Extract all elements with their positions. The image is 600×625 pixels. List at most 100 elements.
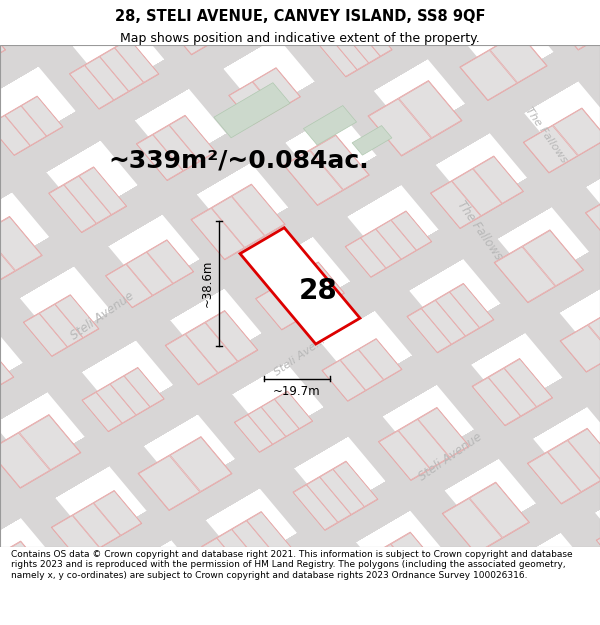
Polygon shape [0, 559, 23, 612]
Polygon shape [67, 0, 600, 601]
Polygon shape [303, 589, 350, 625]
Polygon shape [341, 350, 383, 390]
Polygon shape [52, 516, 99, 559]
Polygon shape [0, 0, 600, 418]
Polygon shape [523, 108, 600, 173]
Polygon shape [101, 298, 600, 625]
Polygon shape [0, 76, 600, 565]
Polygon shape [155, 0, 600, 549]
Polygon shape [101, 298, 600, 625]
Polygon shape [37, 0, 80, 19]
Polygon shape [40, 224, 600, 625]
Polygon shape [511, 562, 584, 622]
Polygon shape [0, 2, 600, 491]
Polygon shape [472, 358, 553, 426]
Polygon shape [40, 224, 600, 625]
Polygon shape [232, 521, 277, 566]
Polygon shape [115, 39, 158, 82]
Polygon shape [262, 399, 299, 436]
Polygon shape [40, 224, 600, 625]
Polygon shape [68, 622, 106, 625]
Polygon shape [0, 414, 81, 488]
Polygon shape [0, 0, 600, 418]
Polygon shape [0, 0, 540, 343]
Polygon shape [0, 20, 5, 66]
Polygon shape [0, 150, 600, 625]
Polygon shape [253, 68, 300, 110]
Polygon shape [49, 167, 127, 232]
Polygon shape [391, 532, 443, 583]
Polygon shape [251, 0, 295, 4]
Polygon shape [443, 499, 502, 553]
Polygon shape [70, 66, 113, 109]
Polygon shape [40, 224, 600, 625]
Polygon shape [0, 76, 600, 565]
Polygon shape [528, 452, 581, 503]
Polygon shape [0, 150, 600, 625]
Polygon shape [0, 76, 600, 565]
Polygon shape [548, 0, 600, 49]
Polygon shape [0, 0, 600, 418]
Polygon shape [304, 106, 356, 145]
Polygon shape [524, 126, 577, 173]
Polygon shape [0, 0, 540, 343]
Polygon shape [206, 311, 257, 361]
Polygon shape [0, 233, 14, 286]
Polygon shape [0, 0, 600, 418]
Polygon shape [0, 542, 52, 596]
Polygon shape [248, 408, 286, 444]
Polygon shape [314, 32, 357, 76]
Polygon shape [293, 461, 378, 531]
Polygon shape [64, 176, 111, 223]
Polygon shape [186, 323, 237, 372]
Polygon shape [244, 0, 600, 497]
Polygon shape [455, 610, 502, 625]
Polygon shape [407, 309, 451, 352]
Polygon shape [40, 224, 600, 625]
Polygon shape [334, 462, 377, 506]
Polygon shape [0, 150, 600, 625]
Polygon shape [332, 0, 600, 445]
Polygon shape [0, 116, 30, 155]
Polygon shape [0, 2, 600, 491]
Polygon shape [0, 150, 600, 625]
Polygon shape [79, 168, 126, 214]
Polygon shape [320, 469, 364, 514]
Polygon shape [0, 0, 600, 418]
Polygon shape [24, 314, 67, 356]
Polygon shape [0, 150, 600, 625]
Polygon shape [202, 511, 292, 584]
Polygon shape [547, 0, 600, 50]
Polygon shape [523, 231, 583, 286]
Polygon shape [51, 491, 142, 561]
Polygon shape [0, 19, 6, 84]
Text: Steli Ave...: Steli Ave... [272, 335, 328, 378]
Polygon shape [0, 76, 600, 565]
Polygon shape [0, 0, 540, 343]
Polygon shape [361, 229, 401, 268]
Polygon shape [399, 81, 461, 138]
Polygon shape [13, 0, 56, 32]
Polygon shape [430, 156, 524, 229]
Polygon shape [553, 109, 600, 155]
Polygon shape [272, 281, 313, 320]
Polygon shape [0, 0, 540, 343]
Polygon shape [0, 96, 63, 156]
Text: ~19.7m: ~19.7m [273, 385, 321, 398]
Text: ~339m²/~0.084ac.: ~339m²/~0.084ac. [108, 148, 368, 173]
Text: Steli Avenue: Steli Avenue [68, 289, 136, 342]
Polygon shape [138, 436, 232, 511]
Polygon shape [82, 392, 122, 431]
Polygon shape [247, 512, 292, 557]
Polygon shape [49, 185, 96, 232]
Polygon shape [391, 211, 431, 250]
Polygon shape [0, 78, 386, 625]
Polygon shape [0, 0, 600, 418]
Polygon shape [106, 264, 152, 307]
Polygon shape [100, 48, 143, 91]
Polygon shape [0, 345, 14, 410]
Polygon shape [0, 0, 478, 269]
Polygon shape [450, 284, 493, 328]
Polygon shape [250, 0, 332, 4]
Polygon shape [401, 0, 482, 27]
